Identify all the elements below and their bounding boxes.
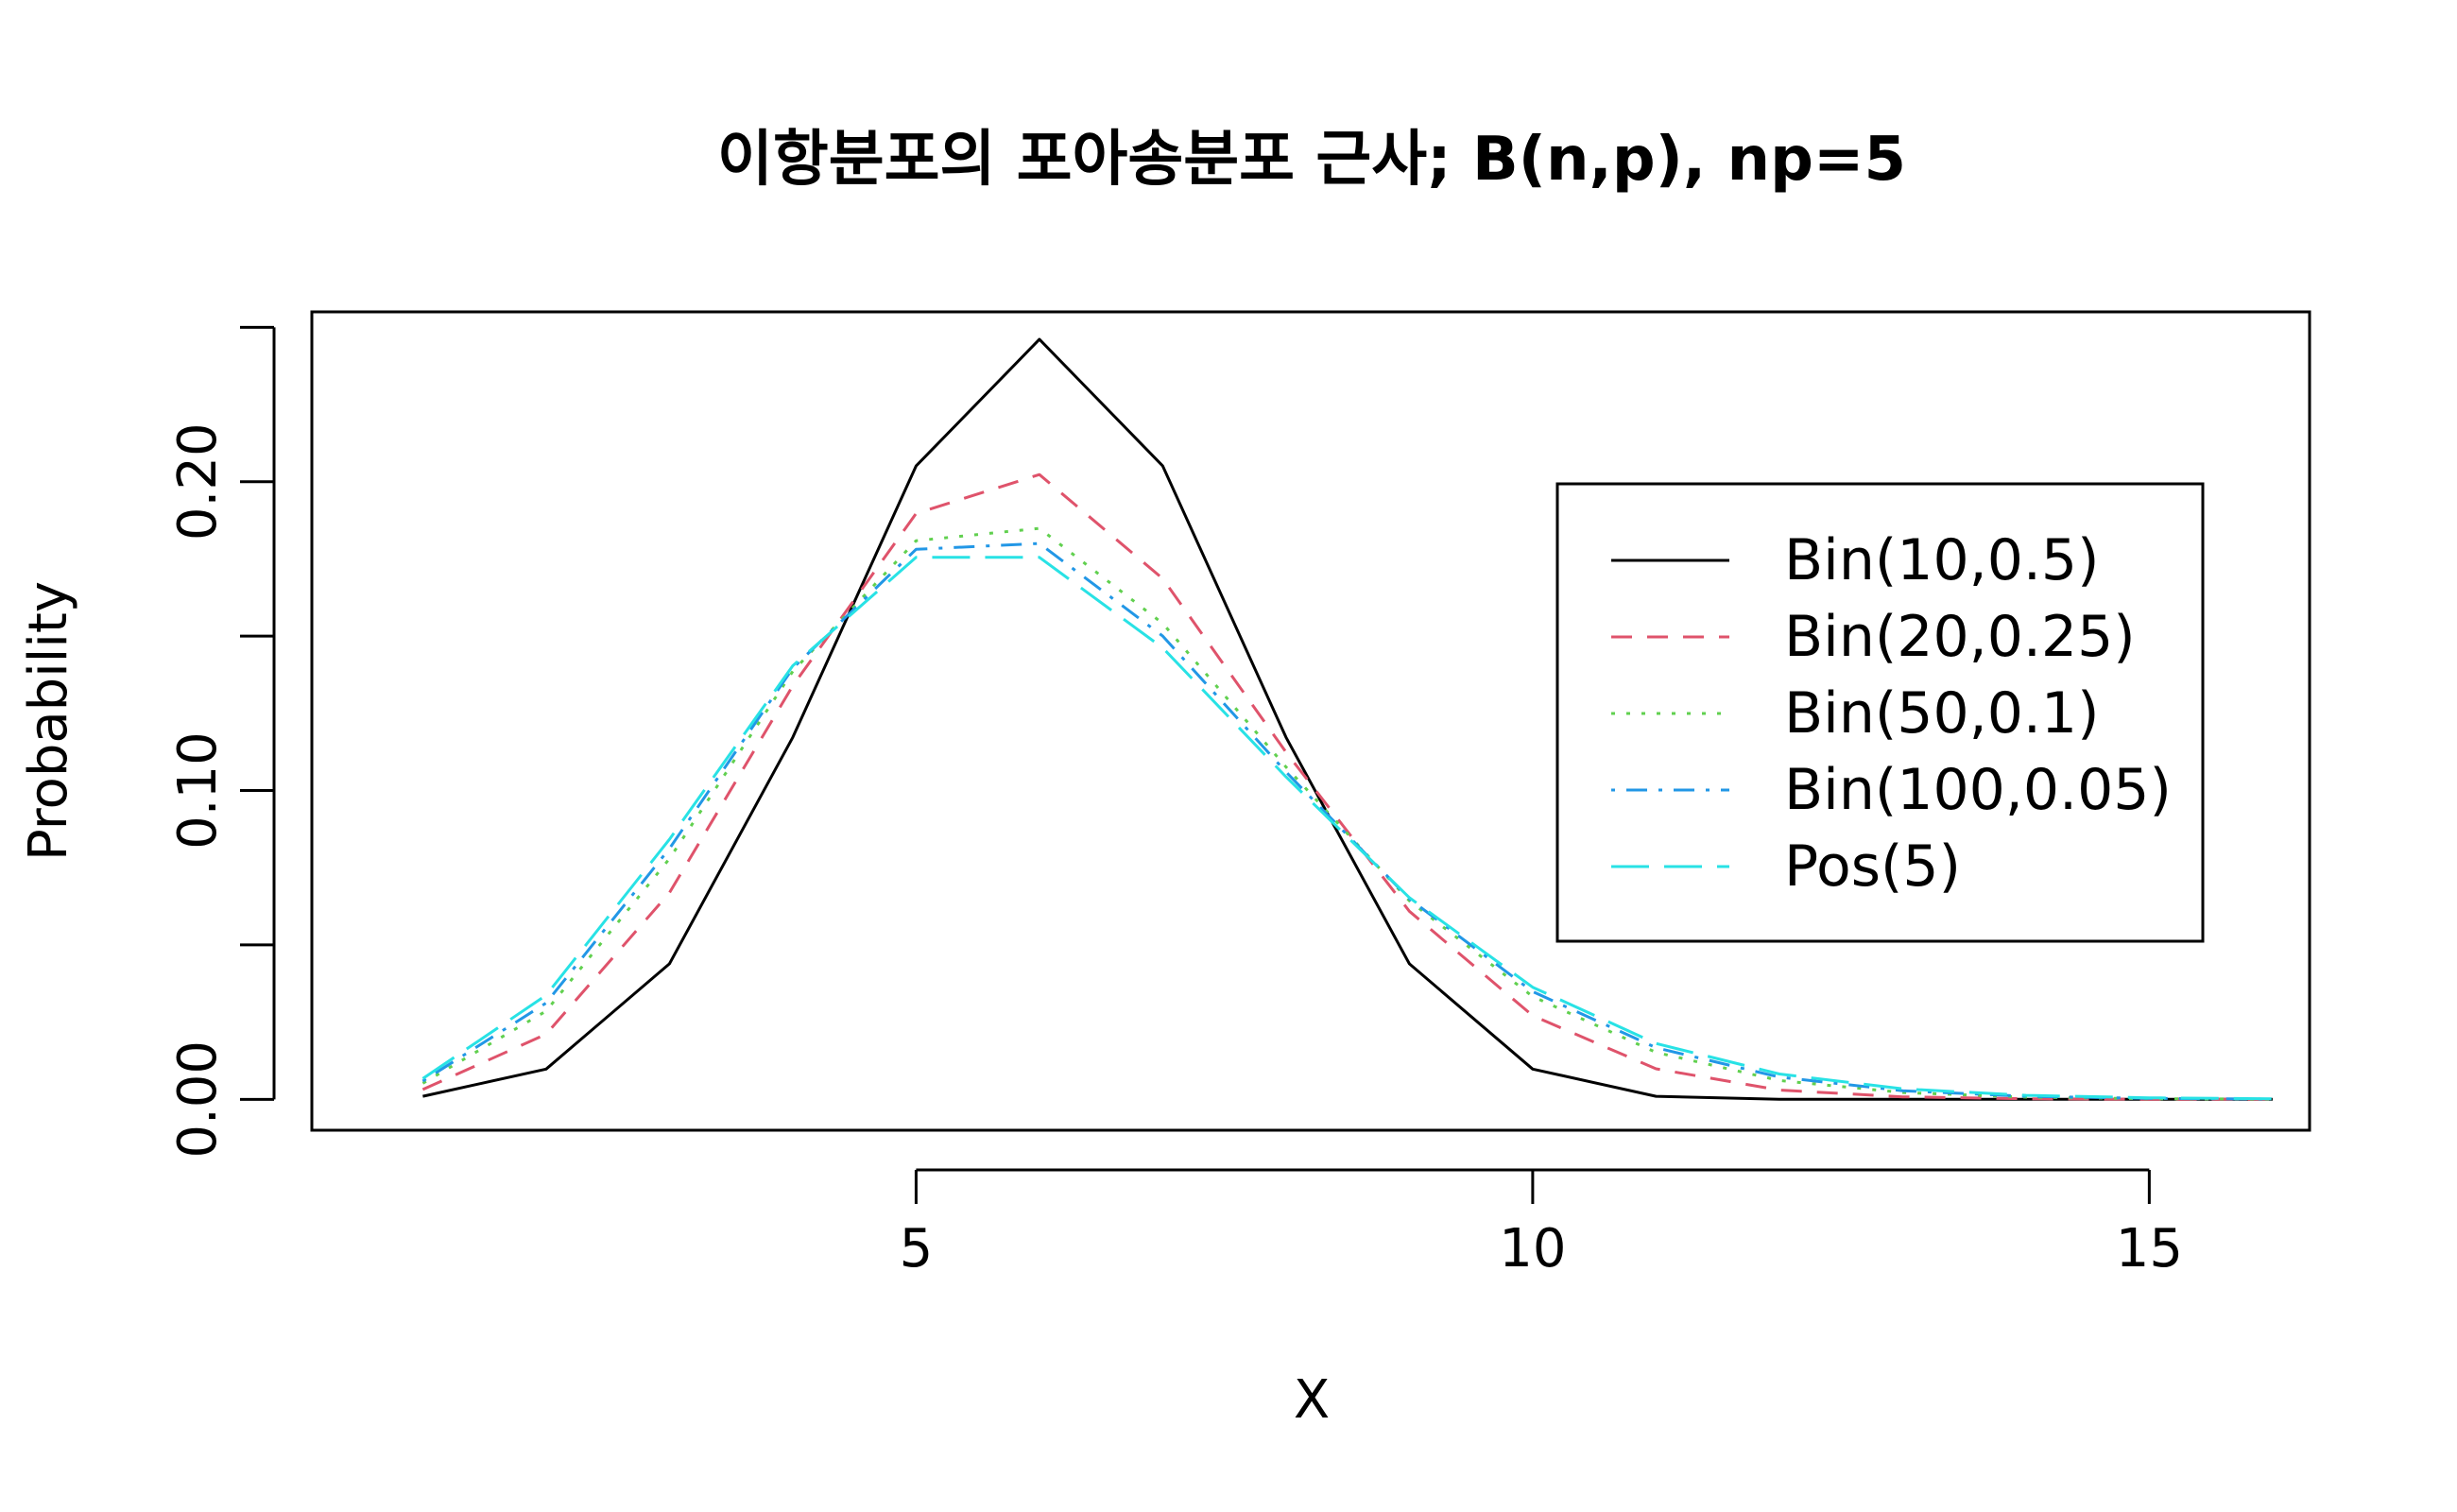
legend-label: Pos(5) <box>1784 833 1961 900</box>
chart-title: 이항분포의 포아송분포 근사; B(n,p), np=5 <box>717 125 1906 195</box>
x-axis: 5 10 15 <box>900 1170 2183 1280</box>
legend-label: Bin(20,0.25) <box>1784 604 2136 670</box>
x-tick-label: 5 <box>900 1218 934 1280</box>
y-tick-label: 0.00 <box>167 1040 229 1159</box>
legend-label: Bin(50,0.1) <box>1784 680 2100 747</box>
legend-label: Bin(10,0.5) <box>1784 527 2100 593</box>
x-tick-label: 15 <box>2116 1218 2183 1280</box>
x-axis-label: X <box>1294 1369 1330 1431</box>
y-axis-label: Probability <box>18 581 79 861</box>
y-axis: 0.00 0.10 0.20 <box>167 327 274 1158</box>
y-tick-label: 0.10 <box>167 731 229 850</box>
legend: Bin(10,0.5) Bin(20,0.25) Bin(50,0.1) Bin(10… <box>1557 484 2203 941</box>
y-tick-label: 0.20 <box>167 422 229 541</box>
legend-label: Bin(100,0.05) <box>1784 757 2172 823</box>
x-tick-label: 10 <box>1499 1218 1566 1280</box>
